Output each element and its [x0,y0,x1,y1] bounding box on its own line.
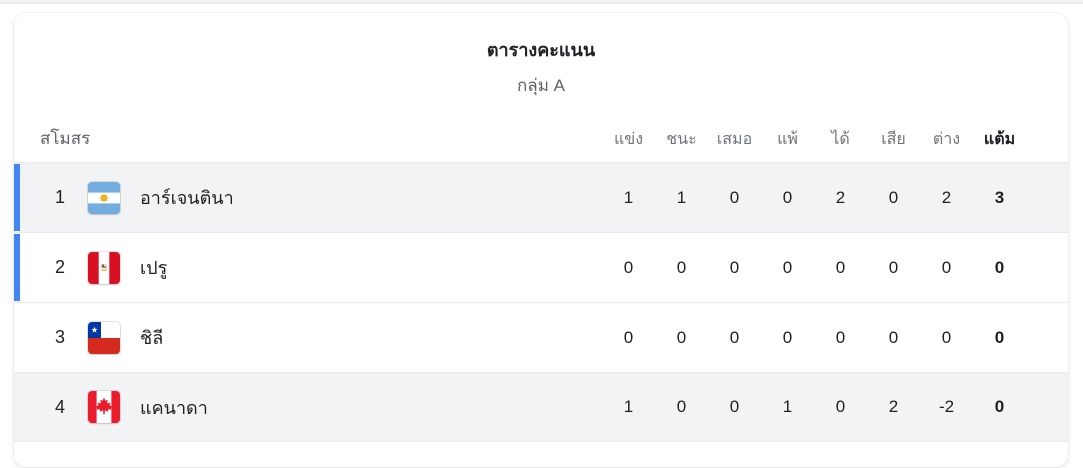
standings-rows: 1 อาร์เจนตินา 1 1 0 0 2 0 2 3 2 เปรู 0 0… [14,162,1068,442]
stat-won: 0 [676,257,687,277]
stat-lost: 1 [782,397,793,416]
team-name[interactable]: แคนาดา [140,397,208,418]
stat-goal-diff: -2 [938,397,955,416]
flag-argentina-icon [88,181,120,214]
stat-goals-for: 0 [835,397,846,416]
rank-number: 3 [54,327,65,347]
header-points: แต้ม [983,131,1016,148]
stat-points: 0 [994,257,1005,277]
stat-played: 0 [623,257,634,277]
table-header-row: สโมสร แข่ง ชนะ เสมอ แพ้ ได้ เสีย ต่าง แต… [14,99,1068,162]
stat-won: 0 [676,397,687,416]
stat-points: 3 [994,187,1005,207]
header-goal-diff: ต่าง [932,131,961,148]
header-drawn: เสมอ [716,131,753,148]
stat-points: 0 [994,327,1005,347]
stat-drawn: 0 [729,187,740,207]
team-name[interactable]: อาร์เจนตินา [140,188,234,208]
rank-number: 2 [54,257,65,277]
stat-won: 0 [676,327,687,347]
table-row[interactable]: 4 แคนาดา 1 0 0 1 0 2 -2 0 [14,372,1068,442]
stat-goal-diff: 0 [941,257,952,277]
stat-goals-for: 0 [835,327,846,347]
stat-goals-for: 0 [835,257,846,277]
page-top-strip [0,0,1083,4]
flag-canada-icon [88,391,120,423]
flag-chile-icon [88,321,120,354]
header-goals-for: ได้ [831,131,850,148]
rank-number: 4 [54,396,65,417]
stat-goal-diff: 2 [941,187,952,207]
club-column-header: สโมสร [40,129,91,148]
header-played: แข่ง [613,131,644,148]
header-goals-against: เสีย [881,131,906,148]
table-row[interactable]: 1 อาร์เจนตินา 1 1 0 0 2 0 2 3 [14,162,1068,232]
stat-lost: 0 [782,187,793,207]
stat-goals-against: 0 [888,327,899,347]
stat-goals-for: 2 [835,187,846,207]
standings-card: ตารางคะแนน กลุ่ม A สโมสร แข่ง ชนะ เสมอ แ… [14,13,1068,467]
stat-goals-against: 0 [888,257,899,277]
header-won: ชนะ [666,131,697,148]
stat-played: 1 [623,397,634,416]
stat-goals-against: 2 [888,397,899,416]
stat-drawn: 0 [729,327,740,347]
stat-played: 1 [623,187,634,207]
team-name[interactable]: ชิลี [140,328,164,348]
rank-number: 1 [54,187,65,207]
flag-peru-icon [88,251,120,284]
stat-drawn: 0 [729,257,740,277]
table-row[interactable]: 3 ชิลี 0 0 0 0 0 0 0 0 [14,302,1068,372]
stat-lost: 0 [782,327,793,347]
stat-played: 0 [623,327,634,347]
standings-title: ตารางคะแนน [486,40,596,60]
stat-lost: 0 [782,257,793,277]
table-row[interactable]: 2 เปรู 0 0 0 0 0 0 0 0 [14,232,1068,302]
group-label: กลุ่ม A [517,76,565,95]
stat-drawn: 0 [729,397,740,416]
stat-points: 0 [994,397,1005,416]
stat-goal-diff: 0 [941,327,952,347]
team-name[interactable]: เปรู [140,258,168,278]
stat-goals-against: 0 [888,187,899,207]
header-lost: แพ้ [777,131,798,148]
stat-won: 1 [676,187,687,207]
